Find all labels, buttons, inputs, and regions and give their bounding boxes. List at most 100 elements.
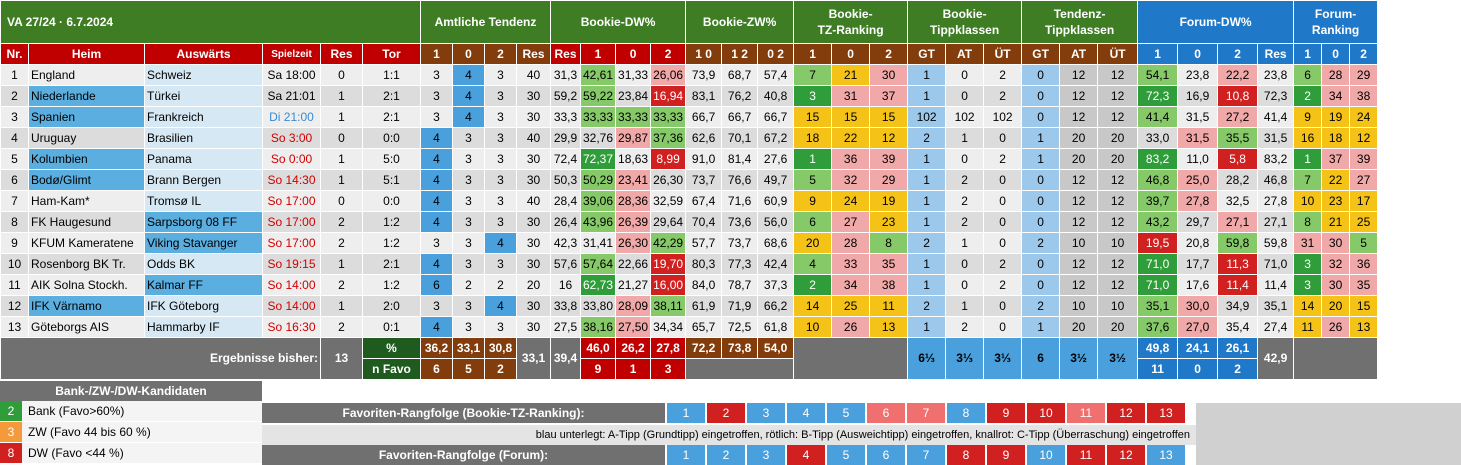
cell-amtlich-res: 30 [516,211,551,233]
col-header-b1: 1 [579,43,617,65]
cell-heim: Spanien [28,106,145,128]
cell-tor: 5:1 [362,169,421,191]
col-header-bres: Res [550,43,581,65]
legend-label: Bank (Favo>60%) [28,404,125,418]
table-row: 13 Göteborgs AIS Hammarby IF So 16:30 2 0:1 4 3… [0,316,1379,338]
cell-forum-dw-1: 11,0 [1177,148,1219,170]
rank_forum-cell: 2 [707,445,745,465]
cell-bookie-tz-2: 13 [869,316,909,338]
cell-bookie-tz-1: 34 [831,274,871,296]
cell-forum-rank-2: 5 [1349,232,1379,254]
cell-bookie-dw-1: 26,30 [615,232,652,254]
cell-auswaerts: Brann Bergen [144,169,263,191]
cell-forum-dw-2: 10,8 [1217,85,1259,107]
cell-bookie-dw-0: 72,37 [579,148,617,170]
cell-forum-rank-2: 29 [1349,64,1379,86]
table-row: 11 AIK Solna Stockh. Kalmar FF So 14:00 2 1:2… [0,274,1379,296]
cell-forum-rank-1: 30 [1321,232,1351,254]
cell-forum-dw-2: 27,1 [1217,211,1259,233]
group-bookie-zw: Bookie-ZW% [685,0,795,44]
cell-bookie-tz-1: 21 [831,64,871,86]
cell-spielzeit: Sa 18:00 [262,64,321,86]
col-header-fres: Res [1257,43,1295,65]
cell-nr: 12 [0,295,29,317]
table-row: 12 IFK Värnamo IFK Göteborg So 14:00 1 2:0 3 3 4… [0,295,1379,317]
page-title: VA 27/24 · 6.7.2024 [0,0,421,44]
summary-bookie-pct-0: 46,0 [579,337,617,359]
cell-forum-dw-1: 23,8 [1177,64,1219,86]
cell-tendenz-tipp-2: 12 [1097,274,1139,296]
legend-num: 8 [0,443,22,463]
cell-forum-dw-2: 11,3 [1217,253,1259,275]
cell-forum-rank-2: 24 [1349,106,1379,128]
cell-bookie-tz-2: 19 [869,190,909,212]
col-header-gt2: GT [1021,43,1061,65]
cell-spielzeit: So 3:00 [262,127,321,149]
cell-tor: 2:1 [362,85,421,107]
cell-spielzeit: So 14:30 [262,169,321,191]
cell-amtlich-res: 30 [516,148,551,170]
cell-heim: KFUM Kameratene [28,232,145,254]
cell-bookie-zw-2: 37,3 [757,274,795,296]
cell-nr: 4 [0,127,29,149]
group-bookie-dw: Bookie-DW% [549,0,687,44]
cell-bookie-dw-1: 31,33 [615,64,652,86]
cell-bookie-tz-0: 15 [793,106,833,128]
cell-res: 0 [320,64,363,86]
summary-amtlich-favo-2: 2 [484,358,517,380]
cell-bookie-zw-0: 62,6 [685,127,723,149]
cell-auswaerts: Schweiz [144,64,263,86]
cell-amtlich-res: 30 [516,106,551,128]
summary-label: Ergebnisse bisher: [0,337,321,380]
cell-amtlich-0: 4 [420,127,453,149]
cell-auswaerts: Kalmar FF [144,274,263,296]
cell-bookie-tz-1: 24 [831,190,871,212]
cell-forum-dw-0: 46,8 [1137,169,1179,191]
cell-bookie-tipp-2: 2 [983,148,1023,170]
cell-bookie-tz-1: 27 [831,211,871,233]
cell-amtlich-1: 3 [452,316,485,338]
cell-bookie-tz-1: 26 [831,316,871,338]
cell-bookie-tipp-2: 102 [983,106,1023,128]
cell-forum-res: 27,4 [1257,316,1295,338]
summary-tend-2: 3½ [1097,337,1139,380]
cell-bookie-dw-1: 22,66 [615,253,652,275]
cell-bookie-dw-0: 62,73 [579,274,617,296]
cell-forum-dw-0: 41,4 [1137,106,1179,128]
cell-forum-rank-1: 23 [1321,190,1351,212]
cell-bookie-zw-0: 84,0 [685,274,723,296]
cell-tendenz-tipp-2: 12 [1097,106,1139,128]
table-row: 4 Uruguay Brasilien So 3:00 0 0:0 4 3 3 40 29,9 32,… [0,127,1379,149]
col-header-f0: 0 [1177,43,1219,65]
cell-bookie-res: 26,4 [550,211,581,233]
cell-bookie-tipp-0: 1 [907,169,947,191]
cell-bookie-dw-1: 33,33 [615,106,652,128]
table-row: 2 Niederlande Türkei Sa 21:01 1 2:1 3 4 3 30 59,2 5… [0,85,1379,107]
legend: Bank-/ZW-/DW-Kandidaten 2 Bank (Favo>60%)… [0,381,262,464]
cell-tendenz-tipp-1: 12 [1059,190,1099,212]
rank_forum-cell: 10 [1027,445,1065,465]
cell-bookie-tz-1: 33 [831,253,871,275]
cell-tendenz-tipp-1: 20 [1059,316,1099,338]
cell-tor: 5:0 [362,148,421,170]
cell-forum-rank-1: 20 [1321,295,1351,317]
col-header-r0: 0 [1321,43,1351,65]
cell-heim: Ham-Kam* [28,190,145,212]
group-bookie-tipp: Bookie- Tippklassen [907,0,1023,44]
cell-bookie-tipp-1: 0 [945,64,985,86]
cell-bookie-res: 31,3 [550,64,581,86]
cell-bookie-zw-2: 27,6 [757,148,795,170]
cell-bookie-tz-1: 31 [831,85,871,107]
rank_bookie-cell: 1 [667,403,705,423]
cell-forum-dw-1: 27,8 [1177,190,1219,212]
cell-forum-rank-0: 7 [1293,169,1323,191]
col-header-b0: 0 [615,43,652,65]
cell-amtlich-0: 4 [420,148,453,170]
cell-res: 2 [320,274,363,296]
cell-amtlich-0: 4 [420,169,453,191]
cell-forum-dw-2: 59,8 [1217,232,1259,254]
legend-item: 2 Bank (Favo>60%) [0,401,262,422]
summary-forum-favo-2: 2 [1217,358,1259,380]
cell-forum-dw-1: 17,6 [1177,274,1219,296]
summary-forum-pct-2: 26,1 [1217,337,1259,359]
